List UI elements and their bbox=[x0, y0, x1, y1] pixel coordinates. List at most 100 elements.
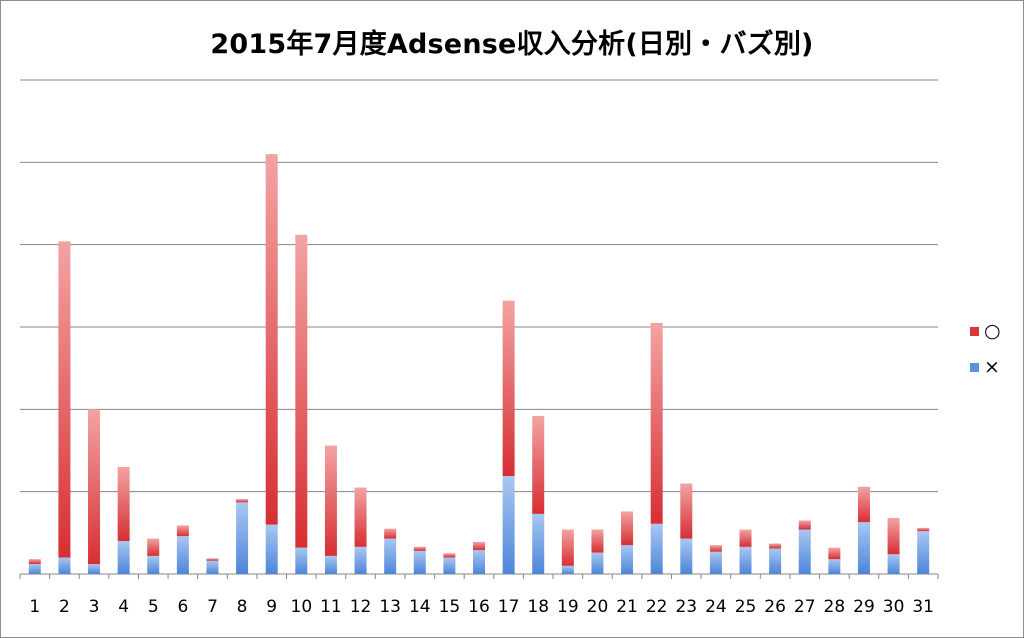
bar-circle-6 bbox=[176, 525, 189, 537]
x-tick-label-13: 13 bbox=[379, 597, 401, 617]
x-tick-label-21: 21 bbox=[616, 597, 638, 617]
bar-cross-2 bbox=[58, 557, 71, 574]
bar-cross-3 bbox=[88, 564, 101, 574]
bar-cross-23 bbox=[680, 538, 693, 574]
x-tick-label-30: 30 bbox=[883, 597, 905, 617]
bar-cross-21 bbox=[621, 545, 634, 574]
bar-circle-24 bbox=[709, 545, 722, 552]
x-tick-label-19: 19 bbox=[557, 597, 579, 617]
bar-cross-14 bbox=[413, 550, 426, 574]
x-tick-label-14: 14 bbox=[409, 597, 431, 617]
bar-circle-21 bbox=[621, 511, 634, 546]
bar-cross-12 bbox=[354, 546, 367, 574]
bar-circle-16 bbox=[473, 541, 485, 551]
bar-cross-16 bbox=[473, 550, 485, 574]
legend-label-cross: × bbox=[984, 356, 1000, 378]
bar-cross-7 bbox=[206, 560, 219, 574]
x-tick-label-31: 31 bbox=[912, 597, 934, 617]
x-tick-label-15: 15 bbox=[439, 597, 461, 617]
bar-circle-25 bbox=[739, 529, 752, 547]
bar-cross-30 bbox=[887, 554, 900, 574]
x-tick-label-23: 23 bbox=[675, 597, 697, 617]
x-tick-label-9: 9 bbox=[266, 597, 277, 617]
bar-circle-26 bbox=[769, 543, 782, 549]
bar-circle-22 bbox=[650, 322, 663, 524]
x-tick-label-7: 7 bbox=[207, 597, 218, 617]
legend-swatch-circle bbox=[970, 326, 979, 336]
bar-cross-13 bbox=[384, 538, 397, 574]
x-tick-label-27: 27 bbox=[794, 597, 816, 617]
bar-circle-12 bbox=[354, 487, 367, 547]
bar-cross-11 bbox=[324, 555, 337, 574]
bar-circle-4 bbox=[117, 466, 130, 542]
bar-circle-28 bbox=[828, 547, 841, 560]
bar-circle-1 bbox=[28, 559, 41, 565]
bar-cross-28 bbox=[828, 559, 841, 574]
x-tick-label-16: 16 bbox=[468, 597, 490, 617]
bar-cross-10 bbox=[295, 547, 308, 574]
bar-circle-31 bbox=[917, 527, 930, 532]
bar-circle-5 bbox=[147, 538, 160, 556]
bar-cross-31 bbox=[917, 531, 930, 574]
x-tick-label-8: 8 bbox=[237, 597, 248, 617]
bar-cross-8 bbox=[236, 502, 249, 574]
bar-cross-27 bbox=[798, 529, 811, 574]
x-tick-label-12: 12 bbox=[350, 597, 372, 617]
bar-cross-20 bbox=[591, 552, 604, 574]
bar-cross-17 bbox=[502, 476, 515, 574]
x-tick-label-17: 17 bbox=[498, 597, 520, 617]
legend-item-cross: × bbox=[970, 356, 1000, 378]
bar-cross-18 bbox=[532, 513, 545, 574]
x-tick-label-22: 22 bbox=[646, 597, 668, 617]
bar-circle-7 bbox=[206, 558, 219, 561]
x-tick-label-25: 25 bbox=[735, 597, 757, 617]
bar-cross-5 bbox=[147, 555, 160, 574]
bar-cross-24 bbox=[709, 551, 722, 574]
x-tick-label-18: 18 bbox=[527, 597, 549, 617]
bar-cross-22 bbox=[650, 523, 663, 574]
bar-circle-19 bbox=[561, 529, 574, 566]
bar-circle-18 bbox=[532, 415, 545, 514]
x-tick-label-29: 29 bbox=[853, 597, 875, 617]
x-tick-label-10: 10 bbox=[291, 597, 313, 617]
bar-circle-20 bbox=[591, 529, 604, 553]
bar-cross-6 bbox=[176, 536, 189, 574]
bar-cross-29 bbox=[857, 522, 870, 574]
x-tick-label-4: 4 bbox=[118, 597, 129, 617]
bar-circle-8 bbox=[236, 499, 249, 503]
legend-label-circle: ○ bbox=[984, 320, 1001, 342]
x-tick-label-3: 3 bbox=[89, 597, 100, 617]
x-tick-label-24: 24 bbox=[705, 597, 727, 617]
bar-circle-14 bbox=[413, 546, 426, 551]
x-tick-label-1: 1 bbox=[29, 597, 40, 617]
bar-circle-3 bbox=[88, 409, 101, 565]
x-tick-label-28: 28 bbox=[824, 597, 846, 617]
bar-circle-23 bbox=[680, 483, 693, 539]
x-tick-label-26: 26 bbox=[764, 597, 786, 617]
bar-cross-25 bbox=[739, 546, 752, 574]
bar-circle-17 bbox=[502, 300, 515, 477]
bar-cross-4 bbox=[117, 541, 130, 574]
x-tick-label-20: 20 bbox=[587, 597, 609, 617]
x-tick-label-2: 2 bbox=[59, 597, 70, 617]
bar-circle-2 bbox=[58, 241, 71, 558]
x-tick-label-6: 6 bbox=[177, 597, 188, 617]
bar-circle-29 bbox=[857, 486, 870, 523]
x-tick-label-11: 11 bbox=[320, 597, 342, 617]
bar-cross-26 bbox=[769, 548, 782, 574]
bar-circle-9 bbox=[265, 154, 278, 525]
x-tick-label-5: 5 bbox=[148, 597, 159, 617]
bar-circle-10 bbox=[295, 234, 308, 548]
bar-circle-30 bbox=[887, 518, 900, 555]
bar-cross-1 bbox=[28, 564, 41, 574]
bar-cross-15 bbox=[443, 557, 456, 574]
legend-item-circle: ○ bbox=[970, 320, 1001, 342]
legend-swatch-cross bbox=[970, 362, 979, 372]
bar-circle-11 bbox=[324, 445, 337, 556]
bar-circle-15 bbox=[443, 553, 456, 558]
bar-circle-27 bbox=[798, 520, 811, 530]
chart-title: 2015年7月度Adsense収入分析(日別・バズ別) bbox=[210, 29, 814, 60]
bar-cross-19 bbox=[561, 565, 574, 574]
bar-circle-13 bbox=[384, 528, 397, 539]
